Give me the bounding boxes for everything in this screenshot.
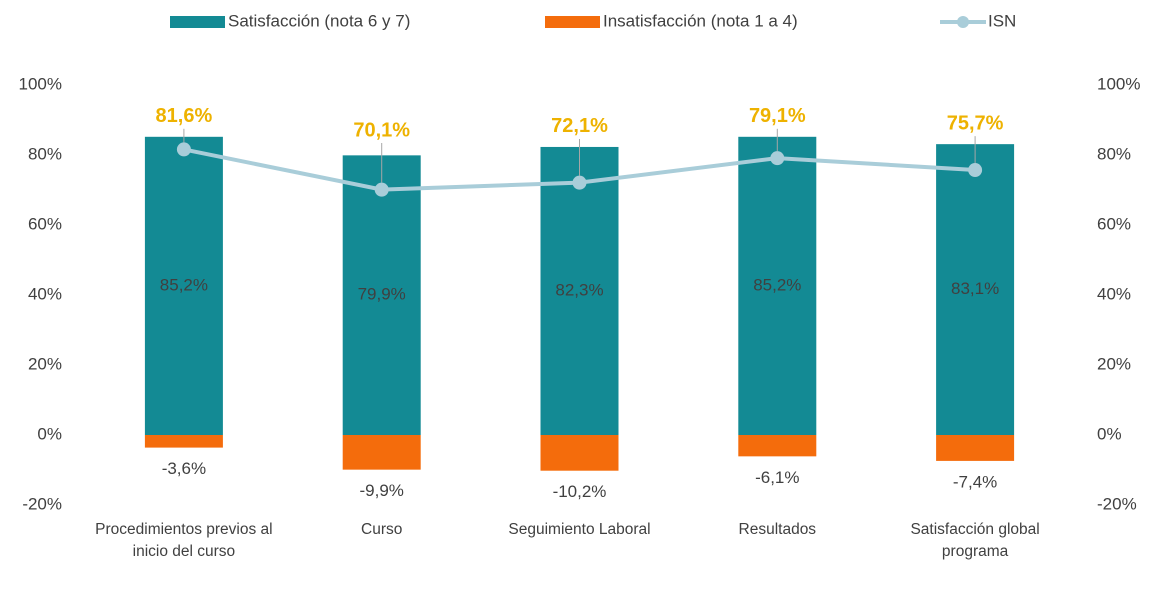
legend-label: Satisfacción (nota 6 y 7) — [228, 11, 410, 30]
y2-tick-label: 0% — [1097, 424, 1122, 443]
bar — [936, 435, 1015, 461]
y2-tick-label: -20% — [1097, 494, 1137, 513]
value-label: 82,3% — [555, 280, 603, 299]
x-tick-label: Resultados — [738, 521, 817, 538]
value-label: -7,4% — [953, 472, 997, 491]
y-tick-label: 80% — [28, 144, 62, 163]
isn-label: 75,7% — [947, 112, 1004, 134]
value-label: 85,2% — [160, 275, 208, 294]
value-label: 85,2% — [753, 275, 801, 294]
value-label: 83,1% — [951, 279, 999, 298]
bar — [540, 146, 619, 435]
bar — [738, 435, 817, 457]
point — [176, 142, 191, 157]
legend-swatch — [170, 16, 225, 28]
isn-label: 70,1% — [353, 119, 410, 141]
value-label: -3,6% — [162, 459, 206, 478]
legend-label: ISN — [988, 11, 1016, 30]
y-tick-label: 60% — [28, 214, 62, 233]
x-tick-label: Seguimiento Laboral — [508, 521, 651, 538]
value-label: -9,9% — [359, 481, 403, 500]
bar — [936, 144, 1015, 435]
bar — [144, 435, 223, 448]
point — [572, 175, 587, 190]
x-tick-label: Curso — [361, 521, 403, 538]
bar — [540, 435, 619, 471]
y-tick-label: -20% — [22, 494, 62, 513]
y-tick-label: 20% — [28, 354, 62, 373]
legend-swatch — [957, 16, 969, 28]
value-label: -10,2% — [553, 482, 607, 501]
y-tick-label: 100% — [19, 74, 62, 93]
isn-label: 72,1% — [551, 115, 608, 137]
bar — [144, 136, 223, 436]
y2-tick-label: 20% — [1097, 354, 1131, 373]
value-label: 79,9% — [358, 285, 406, 304]
x-tick-label: Satisfacción global programa — [910, 521, 1040, 560]
y-tick-label: 0% — [37, 424, 62, 443]
bar — [342, 435, 421, 470]
y2-tick-label: 60% — [1097, 214, 1131, 233]
point — [968, 163, 983, 178]
point — [374, 182, 389, 197]
bar — [738, 136, 817, 436]
y-tick-label: 40% — [28, 284, 62, 303]
point — [770, 151, 785, 166]
value-label: -6,1% — [755, 468, 799, 487]
isn-label: 79,1% — [749, 105, 806, 127]
x-tick-label: Procedimientos previos al inicio del cur… — [95, 521, 273, 560]
y2-tick-label: 40% — [1097, 284, 1131, 303]
y2-tick-label: 100% — [1097, 74, 1140, 93]
bar — [342, 155, 421, 435]
isn-label: 81,6% — [156, 105, 213, 127]
legend-swatch — [545, 16, 600, 28]
legend-label: Insatisfacción (nota 1 a 4) — [603, 11, 798, 30]
y2-tick-label: 80% — [1097, 144, 1131, 163]
